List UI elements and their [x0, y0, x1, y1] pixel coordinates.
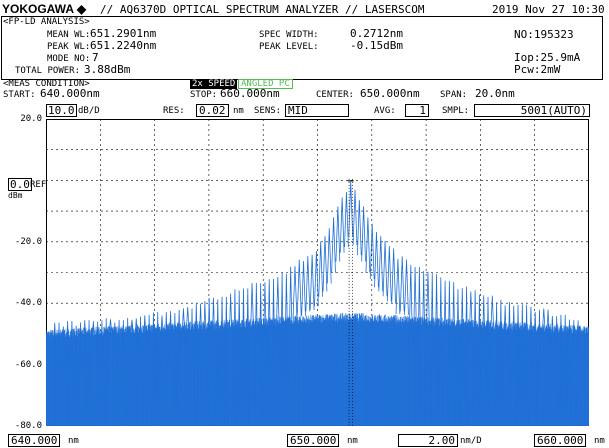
- center-value: 650.000nm: [360, 87, 420, 100]
- mean-wl-label: MEAN WL:: [47, 30, 91, 40]
- y-tick-label: -60.0: [14, 359, 42, 370]
- avg-label: AVG:: [374, 106, 396, 116]
- spectrum-svg: [45, 119, 590, 427]
- y-tick-label: -40.0: [14, 298, 42, 309]
- spec-width-label: SPEC WIDTH:: [259, 30, 319, 40]
- meas-section-label: <MEAS CONDITION>: [3, 79, 90, 89]
- brand-name: YOKOGAWA: [2, 2, 74, 16]
- res-unit: nm: [233, 106, 244, 116]
- start-label: START:: [3, 90, 36, 100]
- total-power-label: TOTAL POWER:: [15, 66, 81, 76]
- bottom-center-unit: nm: [347, 436, 358, 446]
- avg-field[interactable]: 1: [405, 104, 429, 117]
- peak-marker: [347, 178, 354, 426]
- scale-unit: dB/D: [78, 106, 100, 116]
- spec-width-value: 0.2712nm: [350, 27, 403, 40]
- instrument-title: // AQ6370D OPTICAL SPECTRUM ANALYZER // …: [100, 3, 425, 16]
- peak-wl-value: 651.2240nm: [90, 39, 157, 52]
- brand-logo: YOKOGAWA ◆: [2, 3, 86, 15]
- pcw-label: Pcw:2mW: [514, 63, 561, 76]
- total-power-value: 3.88dBm: [84, 63, 131, 76]
- analysis-panel: [1, 16, 603, 80]
- smpl-field[interactable]: 5001(AUTO): [474, 104, 590, 117]
- speed-badge: 2x SPEED: [190, 79, 238, 89]
- bottom-center-field[interactable]: 650.000: [287, 434, 340, 447]
- spectrum-trace: [45, 180, 590, 427]
- ref-unit: dBm: [8, 191, 23, 200]
- ref-label: REF: [30, 180, 47, 190]
- center-label: CENTER:: [316, 90, 354, 100]
- stop-value: 660.000nm: [220, 87, 280, 100]
- sens-label: SENS:: [254, 106, 282, 116]
- bottom-perdiv-field[interactable]: 2.00: [398, 434, 458, 447]
- analysis-section-label: <FP-LD ANALYSIS>: [3, 17, 90, 27]
- iop-label: Iop:25.9mA: [514, 51, 581, 64]
- span-label: SPAN:: [440, 90, 468, 100]
- mode-no-value: 7: [92, 51, 99, 64]
- stop-label: STOP:: [190, 90, 218, 100]
- bottom-stop-unit: nm: [594, 436, 605, 446]
- res-label: RES:: [163, 106, 185, 116]
- peak-wl-label: PEAK WL:: [47, 42, 91, 52]
- scale-field[interactable]: 10.0: [46, 104, 77, 117]
- span-value: 20.0nm: [475, 87, 515, 100]
- bottom-start-field[interactable]: 640.000: [8, 434, 61, 447]
- ref-level-field[interactable]: 0.0: [8, 178, 32, 191]
- smpl-label: SMPL:: [442, 106, 470, 116]
- angled-pc-badge: ANGLED PC: [238, 79, 293, 89]
- sens-field[interactable]: MID: [285, 104, 349, 117]
- y-tick-label: -20.0: [14, 236, 42, 247]
- peak-level-value: -0.15dBm: [350, 39, 403, 52]
- serial-number: NO:195323: [514, 28, 574, 41]
- spectrum-plot[interactable]: [45, 119, 590, 427]
- bottom-perdiv-unit: nm/D: [460, 436, 482, 446]
- y-tick-label: 20.0: [20, 114, 42, 124]
- res-field[interactable]: 0.02: [196, 104, 229, 117]
- peak-level-label: PEAK LEVEL:: [259, 42, 319, 52]
- datetime: 2019 Nov 27 10:30: [492, 3, 605, 16]
- bottom-start-unit: nm: [68, 436, 79, 446]
- bottom-stop-field[interactable]: 660.000: [534, 434, 587, 447]
- longitudinal-modes: [52, 180, 581, 427]
- y-tick-label: -80.0: [14, 421, 42, 431]
- brand-mark-icon: ◆: [76, 2, 87, 16]
- start-value: 640.000nm: [40, 87, 100, 100]
- mean-wl-value: 651.2901nm: [90, 27, 157, 40]
- mode-no-label: MODE NO:: [47, 54, 91, 64]
